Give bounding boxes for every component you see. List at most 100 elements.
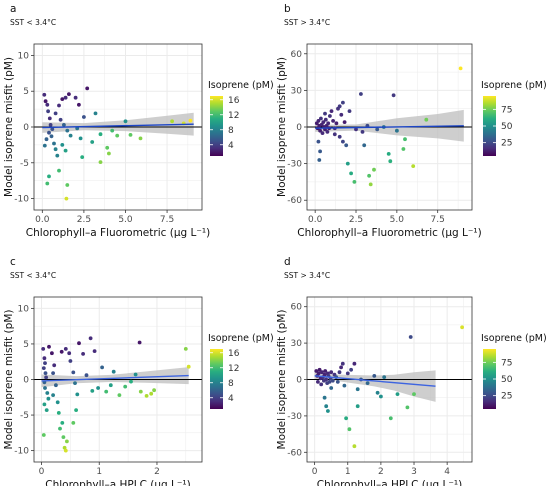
data-point [355, 404, 360, 409]
data-point [367, 173, 371, 178]
data-point [42, 356, 47, 361]
data-point [123, 384, 128, 389]
data-point [354, 127, 358, 132]
colorbar [210, 96, 223, 156]
data-point [362, 143, 367, 148]
data-point [57, 103, 61, 108]
colorbar-label: 16 [228, 96, 240, 106]
data-point [144, 394, 149, 398]
data-point [44, 375, 48, 380]
x-tick-label: 1 [345, 467, 351, 477]
data-point [320, 131, 325, 136]
data-point [44, 408, 49, 412]
data-point [345, 161, 350, 166]
x-tick-label: 4 [444, 467, 450, 477]
colorbar-label: 8 [228, 126, 234, 136]
colorbar-label: 25 [501, 392, 512, 402]
axis-ticks: 0 1 2 -10 -5 0 5 10 [14, 304, 160, 477]
data-point [98, 160, 103, 165]
panel-label: d [284, 256, 291, 268]
colorbar-label: 12 [228, 364, 239, 374]
panel-subtitle: SST < 3.4°C [10, 18, 56, 27]
data-point [100, 365, 104, 370]
data-point [44, 137, 49, 142]
data-point [323, 111, 327, 116]
colorbar-label: 4 [228, 394, 234, 404]
data-point [42, 143, 47, 148]
panel-d: d SST > 3.4°C 0 1 2 3 4 -60 -30 0 30 60 Chlorophyll–… [276, 256, 547, 486]
data-point [129, 379, 133, 384]
data-point [92, 349, 97, 353]
data-point [360, 130, 365, 134]
data-point [347, 427, 352, 432]
data-point [412, 392, 416, 396]
legend: Isoprene (pM) 25 50 75 [481, 80, 547, 156]
data-point [45, 391, 50, 395]
data-point [41, 433, 46, 437]
data-points [42, 86, 193, 201]
legend: Isoprene (pM) 25 50 75 [481, 333, 547, 409]
data-point [458, 66, 463, 71]
regression-line [42, 123, 194, 129]
data-point [368, 182, 373, 187]
data-point [365, 381, 370, 385]
data-point [84, 373, 89, 378]
x-tick-label: 0 [39, 467, 45, 477]
data-point [316, 139, 321, 144]
data-point [324, 404, 329, 409]
data-point [65, 128, 70, 133]
data-point [408, 335, 413, 339]
data-point [323, 369, 328, 373]
y-tick-label: 0 [23, 123, 29, 133]
data-point [64, 196, 69, 201]
axis-ticks: 0.0 2.5 5.0 7.5 -10 -5 0 5 10 [14, 51, 174, 225]
data-point [330, 378, 335, 383]
data-point [149, 391, 154, 396]
x-tick-label: 2.5 [349, 215, 363, 225]
data-point [80, 155, 85, 160]
data-point [340, 361, 345, 366]
y-tick-label: 5 [23, 87, 29, 97]
y-tick-label: 0 [296, 376, 302, 386]
data-point [321, 120, 326, 124]
confidence-band [42, 112, 194, 136]
regression-line [315, 125, 464, 129]
data-point [73, 381, 77, 385]
data-point [388, 159, 393, 164]
data-point [359, 92, 363, 96]
legend-title: Isoprene (pM) [481, 333, 547, 344]
data-point [54, 383, 58, 388]
data-point [55, 153, 60, 158]
data-point [62, 123, 66, 127]
data-point [50, 351, 54, 356]
data-point [58, 117, 63, 122]
data-point [335, 380, 340, 384]
panel-label: a [10, 3, 16, 15]
data-point [60, 97, 65, 101]
data-point [104, 389, 109, 394]
data-point [342, 120, 347, 124]
data-point [60, 421, 65, 425]
colorbar-label: 4 [228, 141, 234, 151]
colorbar-label: 75 [501, 358, 512, 368]
y-tick-label: -5 [20, 411, 29, 421]
data-point [46, 396, 51, 401]
plot-border [306, 296, 473, 463]
data-point [170, 119, 175, 124]
data-point [68, 359, 73, 363]
data-point [375, 390, 380, 395]
x-tick-label: 0.0 [308, 215, 323, 225]
x-tick-label: 5.0 [118, 215, 133, 225]
x-axis-title: Chlorophyll–a Fluorometric (µg L⁻¹) [297, 227, 481, 239]
data-point [43, 386, 47, 390]
data-point [329, 386, 334, 390]
data-point [334, 121, 339, 126]
data-point [341, 139, 345, 144]
data-point [322, 372, 327, 377]
panel-a: a SST < 3.4°C 0.0 2.5 5.0 7.5 -10 -5 0 5 10 Chlorop… [3, 3, 274, 239]
data-point [327, 380, 332, 384]
colorbar [483, 349, 496, 409]
data-point [424, 117, 429, 122]
